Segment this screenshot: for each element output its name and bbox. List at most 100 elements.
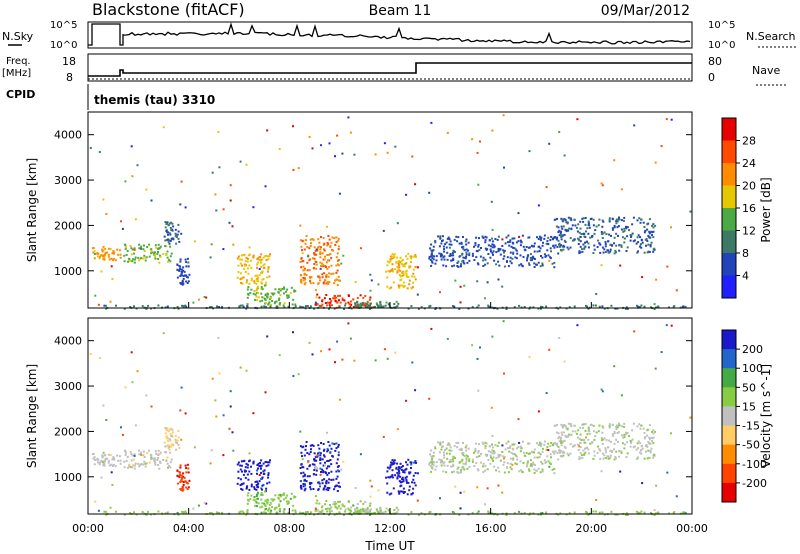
scatter-cell [319,454,322,457]
scatter-cell [652,236,655,239]
scatter-cell [549,462,552,465]
scatter-cell [482,465,485,468]
scatter-cell [559,249,562,251]
scatter-cell [327,489,330,492]
scatter-cell [157,304,160,307]
scatter-cell [636,251,639,254]
scatter-cell [268,481,271,484]
scatter-cell [319,279,321,282]
nsky-tick-bottom: 10^0 [50,40,77,51]
scatter-cell [247,498,250,501]
scatter-cell [137,462,140,465]
scatter-cell [548,348,551,351]
scatter-cell [359,294,362,297]
scatter-cell [397,262,400,265]
scatter-cell [336,284,339,286]
scatter-cell [299,305,302,308]
scatter-cell [402,487,405,490]
scatter-cell [600,470,603,473]
scatter-cell [400,481,403,483]
scatter-cell [526,461,529,464]
scatter-cell [98,257,101,260]
scatter-cell [177,230,180,233]
scatter-cell [131,248,134,251]
scatter-cell [337,294,340,297]
scatter-cell [366,507,369,510]
scatter-cell [315,469,318,472]
scatter-cell [626,432,629,435]
scatter-cell [509,239,512,242]
scatter-cell [322,488,325,491]
scatter-cell [607,446,610,449]
scatter-cell [501,238,504,241]
scatter-cell [581,250,584,253]
scatter-cell [375,302,378,305]
scatter-cell [92,247,95,249]
scatter-cell [402,281,405,284]
scatter-cell [446,337,449,340]
scatter-cell [453,444,456,447]
scatter-cell [615,232,618,235]
scatter-cell [121,433,124,436]
scatter-cell [466,467,469,470]
scatter-cell [214,193,217,196]
scatter-cell [138,243,140,246]
scatter-cell [412,487,415,490]
scatter-cell [169,245,172,248]
scatter-cell [548,465,551,468]
scatter-cell [576,237,579,240]
scatter-cell [306,305,309,307]
scatter-cell [622,230,625,233]
scatter-cell [530,244,533,247]
scatter-cell [123,260,126,263]
scatter-cell [637,440,640,443]
scatter-cell [388,508,391,511]
scatter-cell [143,254,146,257]
scatter-cell [158,261,161,264]
scatter-cell [577,223,580,226]
scatter-cell [338,485,340,488]
scatter-cell [130,145,133,148]
scatter-cell [460,241,463,244]
scatter-cell [279,289,282,292]
scatter-cell [244,466,247,469]
scatter-cell [299,274,302,276]
scatter-cell [635,242,638,245]
scatter-cell [647,456,650,459]
scatter-cell [513,443,516,446]
scatter-cell [177,513,180,516]
scatter-cell [539,513,542,516]
scatter-cell [259,261,262,264]
scatter-cell [402,265,405,267]
scatter-cell [282,510,285,513]
scatter-cell [340,262,343,265]
scatter-cell [294,509,297,512]
scatter-cell [348,303,351,306]
scatter-cell [300,257,303,260]
scatter-cell [438,458,441,461]
scatter-cell [510,262,513,265]
scatter-cell [273,302,276,305]
scatter-cell [507,471,510,474]
scatter-cell [529,306,532,309]
scatter-cell [231,431,234,434]
scatter-cell [411,361,414,364]
scatter-cell [354,508,357,511]
scatter-cell [132,258,135,261]
scatter-cell [148,461,151,464]
scatter-cell [229,390,232,393]
scatter-cell [384,304,387,307]
scatter-cell [329,301,332,304]
scatter-cell [414,278,417,281]
scatter-cell [445,265,448,268]
y-tick-label: 3000 [54,174,82,187]
scatter-cell [377,283,380,286]
scatter-cell [291,303,294,306]
scatter-cell [468,254,471,257]
scatter-cell [440,460,442,463]
scatter-cell [309,451,312,453]
scatter-cell [356,297,359,299]
scatter-cell [246,511,249,514]
scatter-cell [456,471,459,473]
scatter-cell [609,454,612,457]
